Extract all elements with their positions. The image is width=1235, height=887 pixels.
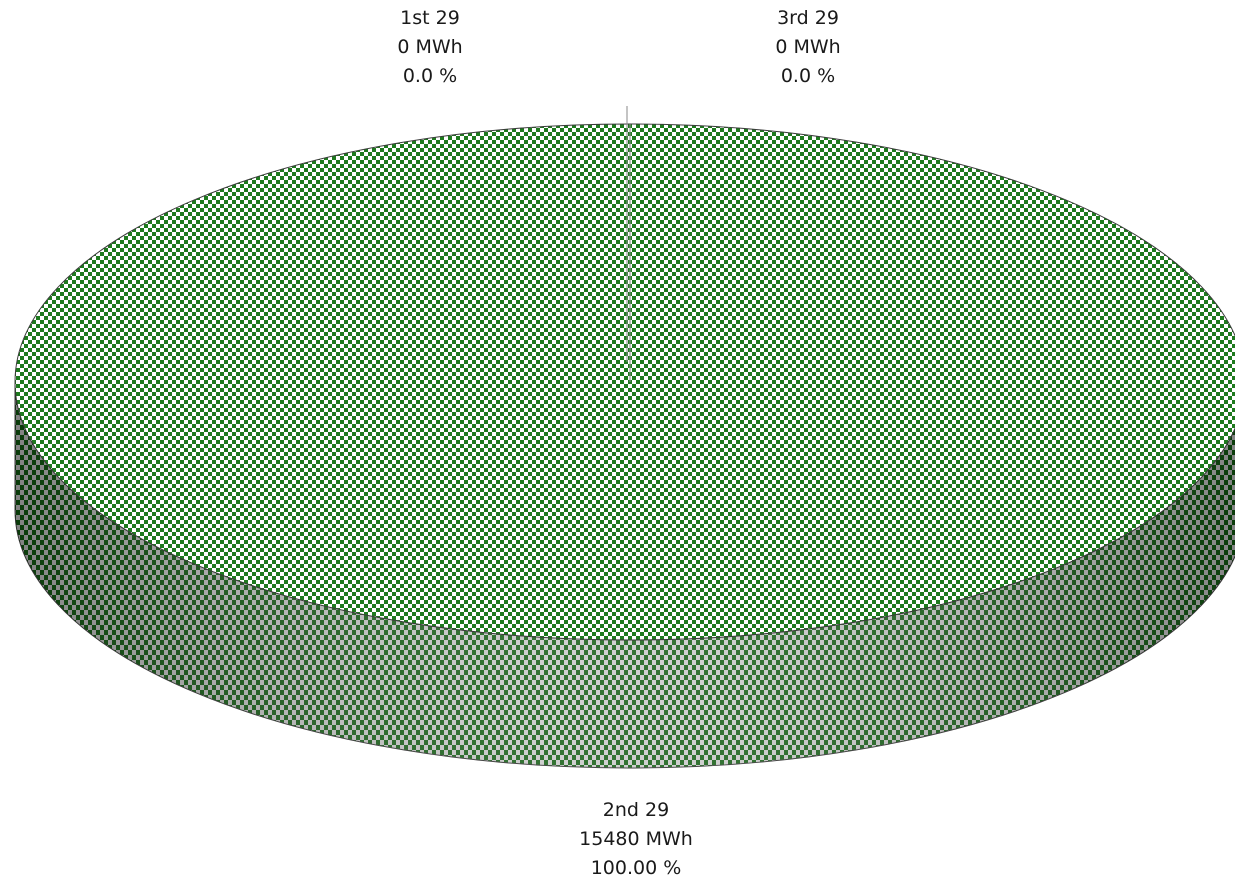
slice-name: 1st 29 bbox=[400, 7, 460, 29]
slice-label-3rd: 3rd 29 0 MWh 0.0 % bbox=[708, 4, 908, 91]
slice-name: 3rd 29 bbox=[777, 7, 839, 29]
slice-percent: 100.00 % bbox=[590, 857, 682, 879]
slice-value: 0 MWh bbox=[397, 36, 463, 58]
slice-percent: 0.0 % bbox=[780, 65, 836, 87]
slice-label-1st: 1st 29 0 MWh 0.0 % bbox=[330, 4, 530, 91]
pie-slice-2 bbox=[14, 123, 1235, 641]
slice-label-2nd: 2nd 29 15480 MWh 100.00 % bbox=[536, 796, 736, 883]
slice-value: 0 MWh bbox=[775, 36, 841, 58]
pie-side-shading bbox=[15, 382, 1235, 768]
slice-percent: 0.0 % bbox=[402, 65, 458, 87]
slice-name: 2nd 29 bbox=[602, 799, 670, 821]
slice-value: 15480 MWh bbox=[579, 828, 693, 850]
